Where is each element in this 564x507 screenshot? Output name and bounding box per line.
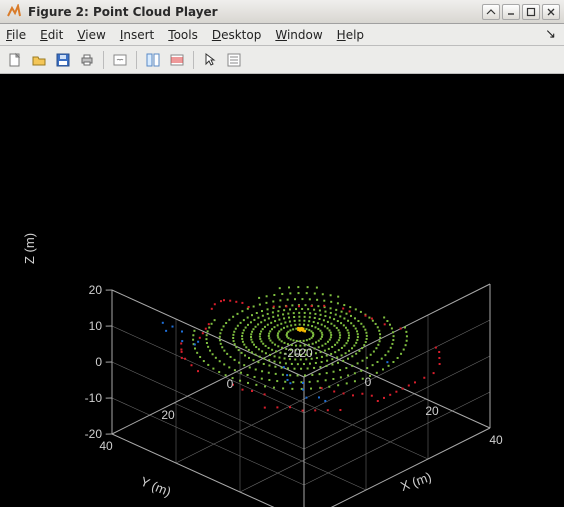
svg-text:0: 0 <box>365 375 372 389</box>
open-button[interactable] <box>28 49 50 71</box>
svg-text:20: 20 <box>425 404 439 418</box>
maximize-button[interactable] <box>522 4 540 20</box>
link-button[interactable] <box>109 49 131 71</box>
toolbar-sep <box>193 51 194 69</box>
titlebar: Figure 2: Point Cloud Player <box>0 0 564 24</box>
menu-view[interactable]: View <box>77 28 105 42</box>
svg-text:20: 20 <box>161 408 175 422</box>
menu-help[interactable]: Help <box>337 28 364 42</box>
save-button[interactable] <box>52 49 74 71</box>
matlab-logo-icon <box>6 4 22 20</box>
svg-text:-10: -10 <box>85 391 103 405</box>
z-axis-label: Z (m) <box>22 233 37 264</box>
menu-window[interactable]: Window <box>275 28 322 42</box>
toolbar-sep <box>136 51 137 69</box>
pointer-button[interactable] <box>199 49 221 71</box>
new-figure-button[interactable] <box>4 49 26 71</box>
svg-text:40: 40 <box>489 433 503 447</box>
toolbar <box>0 46 564 74</box>
svg-text:20: 20 <box>89 283 103 297</box>
minimize-button[interactable] <box>502 4 520 20</box>
rollup-button[interactable] <box>482 4 500 20</box>
menu-desktop[interactable]: Desktop <box>212 28 262 42</box>
colorbar-button[interactable] <box>166 49 188 71</box>
menu-edit[interactable]: Edit <box>40 28 63 42</box>
datacursor-button[interactable] <box>142 49 164 71</box>
menu-tools[interactable]: Tools <box>168 28 198 42</box>
window-title: Figure 2: Point Cloud Player <box>28 5 482 19</box>
dock-icon[interactable]: ↘ <box>545 27 558 42</box>
svg-text:-20: -20 <box>283 346 301 360</box>
svg-text:10: 10 <box>89 319 103 333</box>
svg-text:0: 0 <box>95 355 102 369</box>
close-button[interactable] <box>542 4 560 20</box>
menu-file[interactable]: File <box>6 28 26 42</box>
figure-area[interactable]: -20-1001020-2002040-2002040 Z (m) Y (m) … <box>0 74 564 507</box>
menubar: File Edit View Insert Tools Desktop Window Help… <box>0 24 564 46</box>
toolbar-sep <box>103 51 104 69</box>
axes-3d[interactable]: -20-1001020-2002040-2002040 <box>0 74 564 507</box>
svg-text:40: 40 <box>99 439 113 453</box>
print-button[interactable] <box>76 49 98 71</box>
properties-button[interactable] <box>223 49 245 71</box>
menu-insert[interactable]: Insert <box>120 28 154 42</box>
svg-text:0: 0 <box>227 377 234 391</box>
